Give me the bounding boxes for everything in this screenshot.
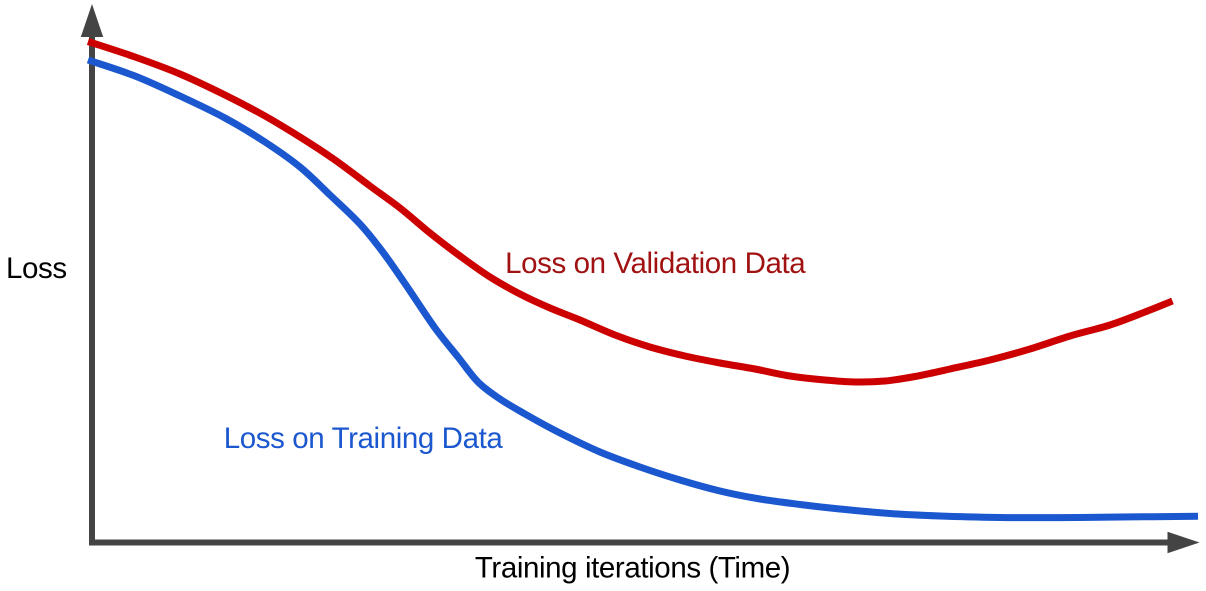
svg-text:Loss on Validation Data: Loss on Validation Data <box>505 247 806 280</box>
svg-text:Training iterations (Time): Training iterations (Time) <box>475 552 790 585</box>
svg-text:Loss on Training Data: Loss on Training Data <box>224 422 504 455</box>
svg-text:Loss: Loss <box>6 252 67 285</box>
